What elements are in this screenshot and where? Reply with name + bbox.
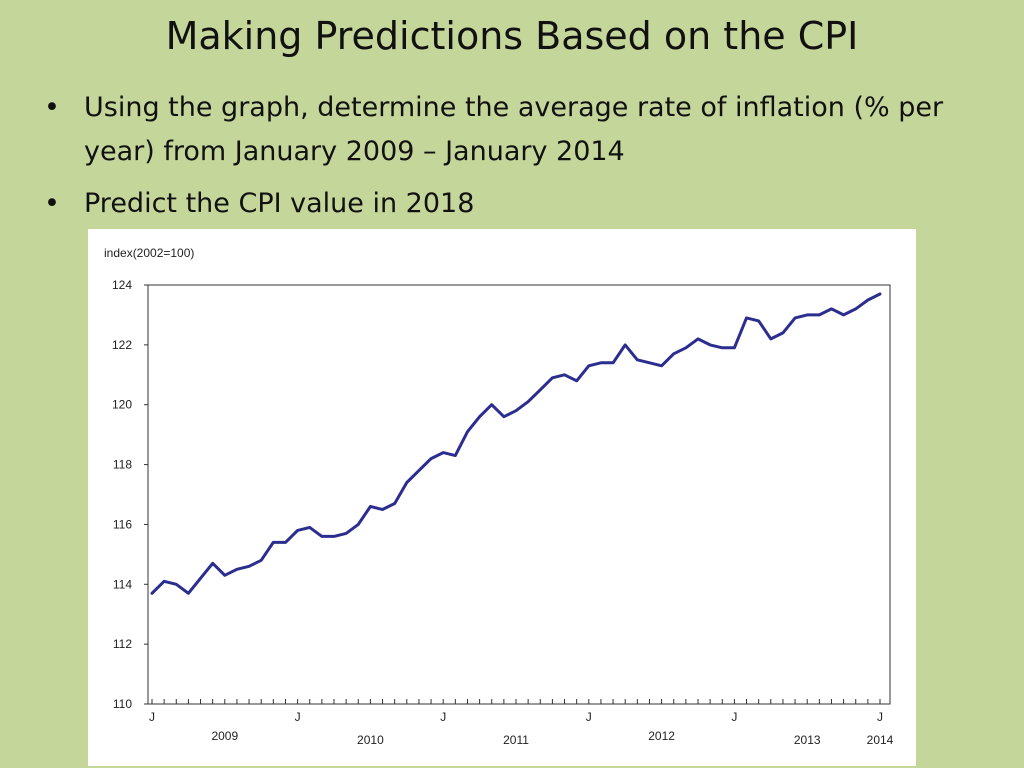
x-year-label: 2010 — [357, 733, 384, 747]
x-tick-label: J — [295, 710, 301, 724]
y-tick-label: 118 — [113, 458, 132, 472]
y-tick-label: 122 — [112, 338, 132, 352]
x-tick-label: J — [586, 710, 592, 724]
y-tick-label: 114 — [113, 577, 132, 591]
series-group — [150, 292, 882, 595]
x-tick-label: J — [877, 710, 883, 724]
x-tick-label: J — [149, 710, 155, 724]
y-tick-label: 124 — [112, 278, 132, 292]
x-year-label: 2014 — [867, 733, 894, 747]
bullet-item: Using the graph, determine the average r… — [40, 86, 990, 174]
x-year-label: 2009 — [211, 729, 238, 743]
y-axis: 110 112 114 116 118 120 122 124 — [112, 278, 148, 711]
y-tick-label: 110 — [113, 697, 132, 711]
y-tick-label: 112 — [113, 637, 132, 651]
x-axis: J J J J J J 2009 2010 2011 2012 2013 2014 — [149, 699, 894, 747]
y-axis-unit-label: index(2002=100) — [104, 246, 194, 260]
x-tick-label: J — [440, 710, 446, 724]
bullet-item: Predict the CPI value in 2018 — [40, 182, 990, 226]
cpi-series-line — [150, 292, 882, 595]
x-year-label: 2011 — [503, 733, 529, 747]
cpi-chart: index(2002=100) 110 112 114 116 118 120 122 124… — [88, 229, 916, 766]
bullet-list: Using the graph, determine the average r… — [40, 86, 990, 234]
slide-title: Making Predictions Based on the CPI — [165, 14, 859, 58]
chart-svg: index(2002=100) 110 112 114 116 118 120 122 124… — [104, 246, 894, 747]
x-year-label: 2013 — [794, 733, 821, 747]
plot-frame — [147, 284, 891, 705]
y-tick-label: 116 — [113, 517, 132, 531]
y-tick-label: 120 — [112, 398, 132, 412]
x-tick-label: J — [731, 710, 737, 724]
x-year-label: 2012 — [648, 729, 675, 743]
